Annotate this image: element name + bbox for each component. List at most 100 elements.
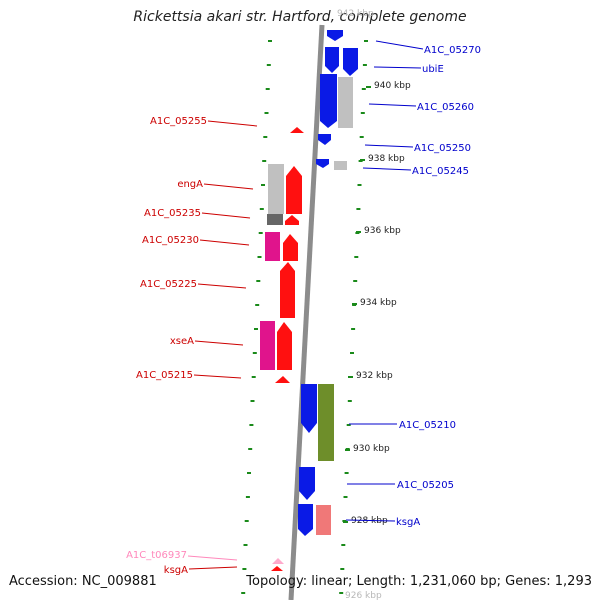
gene-feature[interactable] [327,30,343,41]
accession-text: Accession: NC_009881 [9,574,157,589]
scale-label: 928 kbp [351,516,388,526]
gene-label[interactable]: A1C_05215 [136,370,193,381]
tick-mark [356,208,361,210]
leader-line [187,555,238,561]
tick-mark [364,40,368,42]
tick-mark [249,424,254,426]
tick-mark [263,136,268,138]
tick-mark [346,424,351,426]
tick-mark [262,160,267,162]
forward-strand [298,30,358,536]
scale-label: 938 kbp [368,154,405,164]
tick-marks [241,40,371,594]
gene-label[interactable]: A1C_05260 [417,102,474,113]
gene-feature[interactable] [290,127,304,133]
tick-mark [254,328,258,330]
gene-label[interactable]: A1C_05230 [142,235,199,246]
gene-feature[interactable] [316,159,329,168]
gene-feature[interactable] [316,505,331,535]
tick-mark [252,352,257,354]
scale-tick [345,449,350,451]
gene-feature[interactable] [268,164,284,214]
tick-mark [354,256,359,258]
tick-mark [243,544,248,546]
gene-feature[interactable] [285,215,299,225]
gene-label[interactable]: A1C_05210 [399,420,456,431]
scale-label: 936 kbp [364,226,401,236]
gene-label[interactable]: A1C_05235 [144,208,201,219]
tick-mark [347,400,352,402]
tick-mark [350,352,354,354]
tick-mark [265,88,270,90]
tick-mark [247,472,251,474]
tick-mark [259,208,264,210]
reverse-strand [260,127,304,571]
gene-label[interactable]: ksgA [396,517,420,528]
gene-label[interactable]: A1C_05255 [150,116,207,127]
tick-mark [361,88,366,90]
tick-mark [340,568,345,570]
gene-label[interactable]: A1C_05225 [140,279,197,290]
gene-feature[interactable] [286,166,302,214]
scale-tick [343,521,348,523]
gene-label[interactable]: A1C_05250 [414,143,471,154]
tick-mark [257,256,262,258]
genome-summary: Topology: linear; Length: 1,231,060 bp; … [246,574,592,589]
gene-label[interactable]: xseA [170,336,194,347]
gene-label[interactable]: A1C_t06937 [126,550,187,561]
tick-mark [261,184,265,186]
gene-feature[interactable] [267,214,283,225]
offscreen-scale-labels: 942 kbp 926 kbp [337,9,382,600]
gene-label[interactable]: A1C_05245 [412,166,469,177]
scale-tick [366,86,371,88]
scale-label: 934 kbp [360,298,397,308]
svg-text:926 kbp: 926 kbp [345,591,382,600]
tick-mark [241,592,246,594]
gene-feature[interactable] [325,47,339,73]
gene-feature[interactable] [318,384,334,461]
gene-feature[interactable] [338,77,353,128]
gene-feature[interactable] [299,467,315,500]
tick-mark [250,400,255,402]
gene-feature[interactable] [320,74,337,128]
tick-mark [351,328,356,330]
leader-line [364,144,414,148]
leader-line [368,103,417,107]
gene-feature[interactable] [283,234,298,261]
gene-label[interactable]: ubiE [422,64,444,75]
gene-feature[interactable] [280,262,295,318]
gene-feature[interactable] [272,558,284,564]
gene-feature[interactable] [277,322,292,370]
gene-feature[interactable] [271,566,283,571]
tick-mark [344,472,349,474]
tick-mark [245,496,250,498]
tick-mark [256,280,261,282]
leader-line [362,167,412,171]
gene-label[interactable]: engA [177,179,203,190]
gene-feature[interactable] [275,376,290,383]
gene-feature[interactable] [260,321,275,370]
gene-label[interactable]: ksgA [164,565,188,576]
scale-tick [356,231,361,233]
leader-line [373,66,422,69]
gene-feature[interactable] [343,48,358,76]
gene-label[interactable]: A1C_05205 [397,480,454,491]
leader-line [193,374,242,379]
tick-mark [359,136,364,138]
scale-label: 940 kbp [374,81,411,91]
leader-line [201,212,251,219]
genome-backbone [288,24,325,600]
gene-feature[interactable] [298,504,313,536]
scale-tick [360,159,365,161]
leader-line [199,239,250,246]
scale-labels: 940 kbp 938 kbp 936 kbp 934 kbp 932 kbp … [351,81,411,526]
gene-feature[interactable] [318,134,331,145]
tick-mark [266,64,271,66]
scale-tick [348,376,353,378]
tick-mark [244,520,249,522]
gene-label[interactable]: A1C_05270 [424,45,481,56]
gene-feature[interactable] [334,161,347,170]
gene-feature[interactable] [301,384,317,433]
gene-feature[interactable] [265,232,280,261]
